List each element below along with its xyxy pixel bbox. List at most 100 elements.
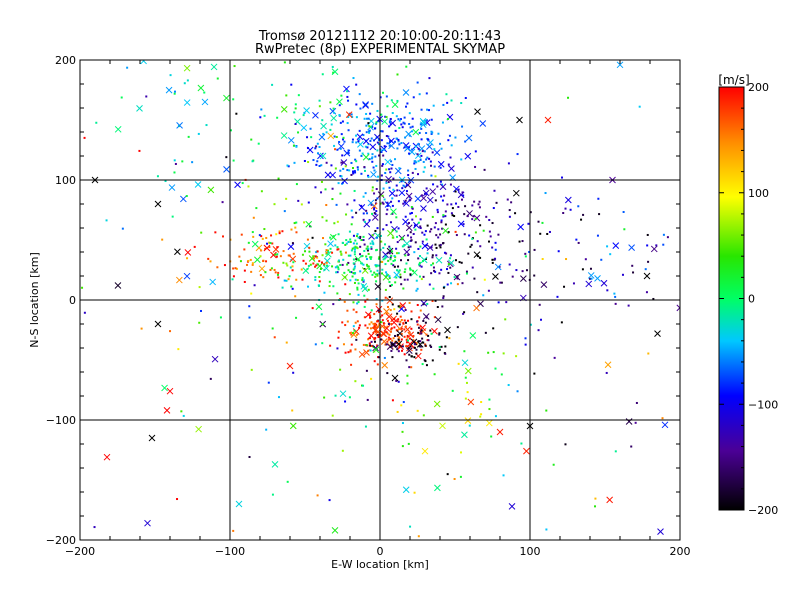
scatter-point-dot — [375, 121, 378, 124]
scatter-point-dot — [336, 271, 339, 274]
scatter-point-dot — [425, 119, 428, 122]
scatter-point-dot — [406, 278, 409, 281]
scatter-point-dot — [336, 246, 339, 249]
scatter-point-dot — [438, 333, 441, 336]
scatter-point-dot — [529, 323, 532, 326]
scatter-point-dot — [499, 281, 502, 284]
scatter-point-dot — [394, 158, 397, 161]
scatter-point-dot — [413, 251, 416, 254]
scatter-point-dot — [404, 325, 407, 328]
scatter-point-dot — [361, 277, 364, 280]
scatter-point-dot — [333, 144, 336, 147]
scatter-point-dot — [487, 289, 490, 292]
scatter-point-dot — [488, 230, 491, 233]
scatter-point-dot — [494, 257, 497, 260]
scatter-point-dot — [393, 259, 396, 262]
scatter-point-dot — [404, 268, 407, 271]
scatter-point-dot — [377, 120, 380, 123]
scatter-point-dot — [390, 327, 393, 330]
scatter-point-dot — [391, 399, 394, 402]
scatter-point-dot — [140, 327, 143, 330]
scatter-point-dot — [479, 415, 482, 418]
scatter-point-dot — [419, 309, 422, 312]
scatter-point-dot — [312, 255, 315, 258]
scatter-point-dot — [357, 293, 360, 296]
scatter-marks — [81, 60, 680, 538]
scatter-point-x — [372, 346, 380, 354]
scatter-point-dot — [408, 353, 411, 356]
scatter-point-dot — [331, 251, 334, 254]
x-tick-label: 0 — [377, 545, 384, 558]
scatter-point-dot — [286, 264, 289, 267]
scatter-point-dot — [457, 362, 460, 365]
x-axis-label: E-W location [km] — [331, 558, 429, 571]
scatter-point-dot — [420, 127, 423, 130]
scatter-point-dot — [358, 138, 361, 141]
scatter-point-dot — [516, 390, 519, 393]
scatter-point-dot — [353, 189, 356, 192]
scatter-point-dot — [371, 240, 374, 243]
scatter-point-dot — [397, 140, 400, 143]
scatter-point-dot — [352, 262, 355, 265]
scatter-point-dot — [460, 198, 463, 201]
scatter-point-x — [383, 308, 390, 315]
scatter-point-dot — [315, 163, 318, 166]
scatter-point-dot — [369, 270, 372, 273]
scatter-point-dot — [381, 194, 384, 197]
scatter-point-dot — [276, 253, 279, 256]
scatter-point-dot — [402, 184, 405, 187]
scatter-point-x — [197, 84, 205, 92]
scatter-point-x — [380, 330, 388, 338]
scatter-point-dot — [474, 231, 477, 234]
scatter-point-x — [211, 355, 219, 363]
scatter-point-dot — [260, 235, 263, 238]
scatter-point-dot — [233, 65, 236, 68]
scatter-point-x — [370, 171, 377, 178]
scatter-point-dot — [373, 127, 376, 130]
scatter-point-dot — [388, 144, 391, 147]
scatter-point-x — [350, 331, 358, 338]
x-tick-label: −200 — [65, 545, 95, 558]
scatter-point-dot — [347, 152, 350, 155]
scatter-point-dot — [358, 129, 361, 132]
scatter-point-dot — [480, 413, 483, 416]
scatter-point-dot — [138, 149, 141, 152]
scatter-point-dot — [430, 133, 433, 136]
scatter-point-dot — [436, 306, 439, 309]
scatter-point-dot — [403, 122, 406, 125]
scatter-point-dot — [391, 303, 394, 306]
scatter-point-dot — [329, 101, 332, 104]
scatter-point-dot — [358, 326, 361, 329]
scatter-point-x — [323, 257, 331, 265]
scatter-point-dot — [413, 224, 416, 227]
scatter-point-x — [154, 320, 162, 328]
scatter-point-x — [492, 273, 499, 280]
scatter-point-dot — [294, 122, 297, 125]
scatter-point-dot — [409, 525, 412, 528]
scatter-point-x — [405, 347, 413, 354]
scatter-point-x — [496, 428, 504, 436]
scatter-point-dot — [355, 311, 358, 314]
scatter-point-dot — [251, 263, 254, 266]
scatter-point-dot — [376, 269, 379, 272]
scatter-point-dot — [441, 121, 444, 124]
scatter-point-dot — [335, 203, 338, 206]
scatter-point-dot — [387, 259, 390, 262]
scatter-point-dot — [368, 158, 371, 161]
scatter-point-dot — [404, 254, 407, 257]
scatter-point-dot — [335, 271, 338, 274]
scatter-point-dot — [405, 184, 408, 187]
scatter-point-x — [362, 101, 369, 108]
scatter-point-dot — [352, 325, 355, 328]
scatter-point-dot — [417, 340, 420, 343]
scatter-point-dot — [410, 211, 413, 214]
scatter-point-dot — [540, 318, 543, 321]
scatter-point-dot — [320, 261, 323, 264]
scatter-point-dot — [349, 279, 352, 282]
scatter-point-dot — [389, 337, 392, 340]
scatter-point-dot — [563, 285, 566, 288]
scatter-point-dot — [432, 287, 435, 290]
scatter-point-x — [320, 122, 327, 130]
scatter-point-dot — [396, 312, 399, 315]
scatter-point-x — [345, 111, 353, 118]
